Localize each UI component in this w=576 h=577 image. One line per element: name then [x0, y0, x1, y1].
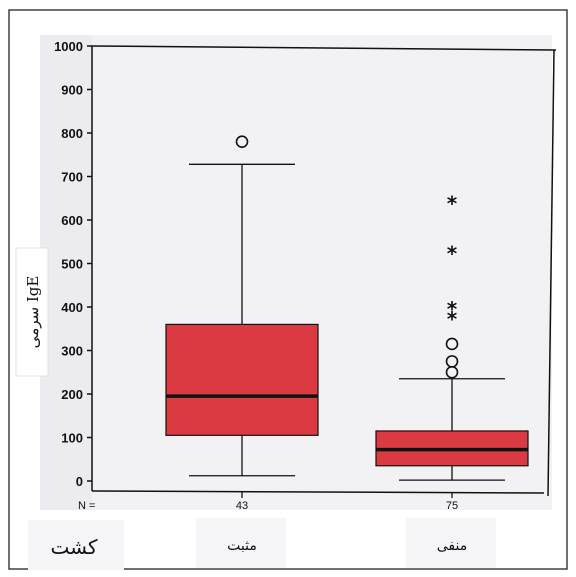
y-axis-ticks: 0 100 200 300 400 500 600 700 800 900 1000	[54, 39, 92, 489]
x-axis-labels: 43 مثبت 75 منفی	[227, 492, 467, 554]
category-label: مثبت	[227, 538, 257, 554]
outlier-star: *	[447, 307, 458, 331]
n-prefix-label: N =	[78, 500, 95, 512]
y-tick-label: 600	[61, 213, 83, 228]
y-tick-label: 0	[76, 474, 83, 489]
y-tick-strip	[40, 35, 92, 510]
y-axis-title: سرمی IgE	[24, 276, 42, 349]
outlier-circle	[445, 337, 459, 351]
box-group: ****	[165, 135, 529, 481]
corner-label-tab	[28, 520, 124, 570]
y-tick-label: 400	[61, 300, 83, 315]
right-frame-line	[547, 49, 555, 497]
y-tick-label: 200	[61, 387, 83, 402]
y-tick-label: 500	[61, 257, 83, 272]
category-label: منفی	[437, 538, 467, 554]
corner-label: کشت	[50, 535, 97, 559]
outlier-circle	[445, 355, 459, 368]
y-tick-label: 300	[61, 344, 83, 359]
group-n-label: 43	[236, 500, 248, 512]
y-tick-label: 700	[61, 170, 83, 185]
outlier-star: *	[447, 297, 458, 321]
y-tick-label: 800	[61, 126, 83, 141]
category-tab-1	[196, 518, 286, 568]
iqr-box	[165, 323, 319, 436]
outlier-star: *	[447, 242, 458, 266]
y-tick-label: 1000	[54, 39, 83, 54]
y-tick-label: 100	[61, 431, 83, 446]
x-axis-line	[91, 490, 545, 494]
outlier-star: *	[447, 192, 458, 216]
y-tick-label: 900	[61, 83, 83, 98]
outlier-circle	[235, 135, 249, 148]
ylabel-tab	[15, 247, 49, 377]
category-tab-2	[406, 518, 496, 568]
group-n-label: 75	[446, 500, 458, 512]
top-frame-line	[91, 45, 557, 51]
